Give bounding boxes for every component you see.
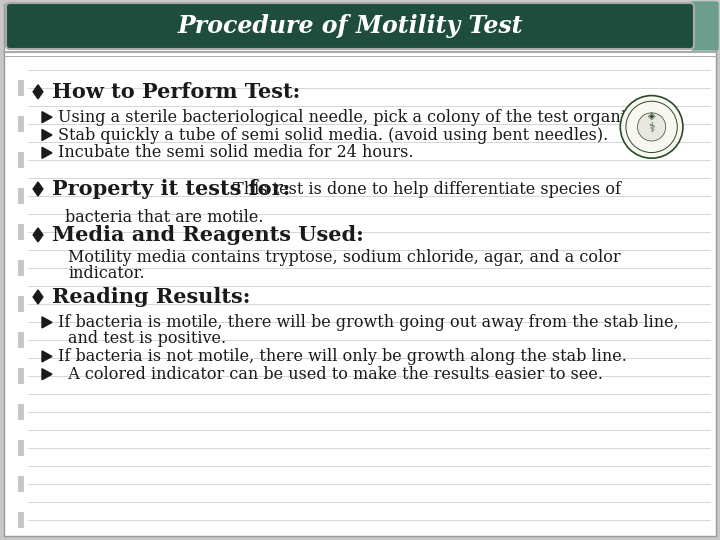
Bar (18, 152, 24, 168)
Text: A colored indicator can be used to make the results easier to see.: A colored indicator can be used to make … (58, 366, 603, 383)
Text: and test is positive.: and test is positive. (68, 330, 227, 347)
Text: ◈: ◈ (648, 111, 655, 121)
Polygon shape (42, 369, 52, 380)
Polygon shape (33, 182, 43, 196)
Text: Using a sterile bacteriological needle, pick a colony of the test organism: Using a sterile bacteriological needle, … (58, 109, 649, 126)
Polygon shape (42, 130, 52, 140)
Bar (18, 188, 24, 204)
Text: ⚕: ⚕ (648, 122, 655, 135)
Text: Motility media contains tryptose, sodium chloride, agar, and a color: Motility media contains tryptose, sodium… (68, 249, 621, 266)
Bar (18, 512, 24, 528)
Text: bacteria that are motile.: bacteria that are motile. (65, 208, 264, 226)
Text: Media and Reagents Used:: Media and Reagents Used: (52, 225, 364, 245)
FancyBboxPatch shape (6, 3, 694, 49)
Circle shape (621, 96, 683, 158)
FancyBboxPatch shape (691, 2, 718, 50)
Text: Stab quickly a tube of semi solid media. (avoid using bent needles).: Stab quickly a tube of semi solid media.… (58, 126, 608, 144)
Text: If bacteria is motile, there will be growth going out away from the stab line,: If bacteria is motile, there will be gro… (58, 314, 679, 331)
Text: Procedure of Motility Test: Procedure of Motility Test (177, 14, 523, 38)
Text: Reading Results:: Reading Results: (52, 287, 251, 307)
Polygon shape (42, 317, 52, 328)
Text: How to Perform Test:: How to Perform Test: (52, 82, 300, 102)
Polygon shape (33, 290, 43, 304)
Bar (18, 296, 24, 312)
Bar (18, 476, 24, 492)
Text: If bacteria is not motile, there will only be growth along the stab line.: If bacteria is not motile, there will on… (58, 348, 627, 365)
Circle shape (637, 113, 666, 141)
Bar (18, 116, 24, 132)
Polygon shape (42, 112, 52, 123)
Bar (18, 224, 24, 240)
Bar (18, 440, 24, 456)
Bar (18, 260, 24, 276)
Text: This test is done to help differentiate species of: This test is done to help differentiate … (228, 180, 621, 198)
Polygon shape (33, 228, 43, 242)
Polygon shape (42, 147, 52, 158)
Text: indicator.: indicator. (68, 265, 145, 282)
Bar (18, 332, 24, 348)
Bar (18, 80, 24, 96)
Bar (18, 368, 24, 384)
Text: Property it tests for:: Property it tests for: (52, 179, 290, 199)
Bar (18, 404, 24, 420)
Polygon shape (33, 85, 43, 99)
Text: Incubate the semi solid media for 24 hours.: Incubate the semi solid media for 24 hou… (58, 144, 413, 161)
Polygon shape (42, 351, 52, 362)
